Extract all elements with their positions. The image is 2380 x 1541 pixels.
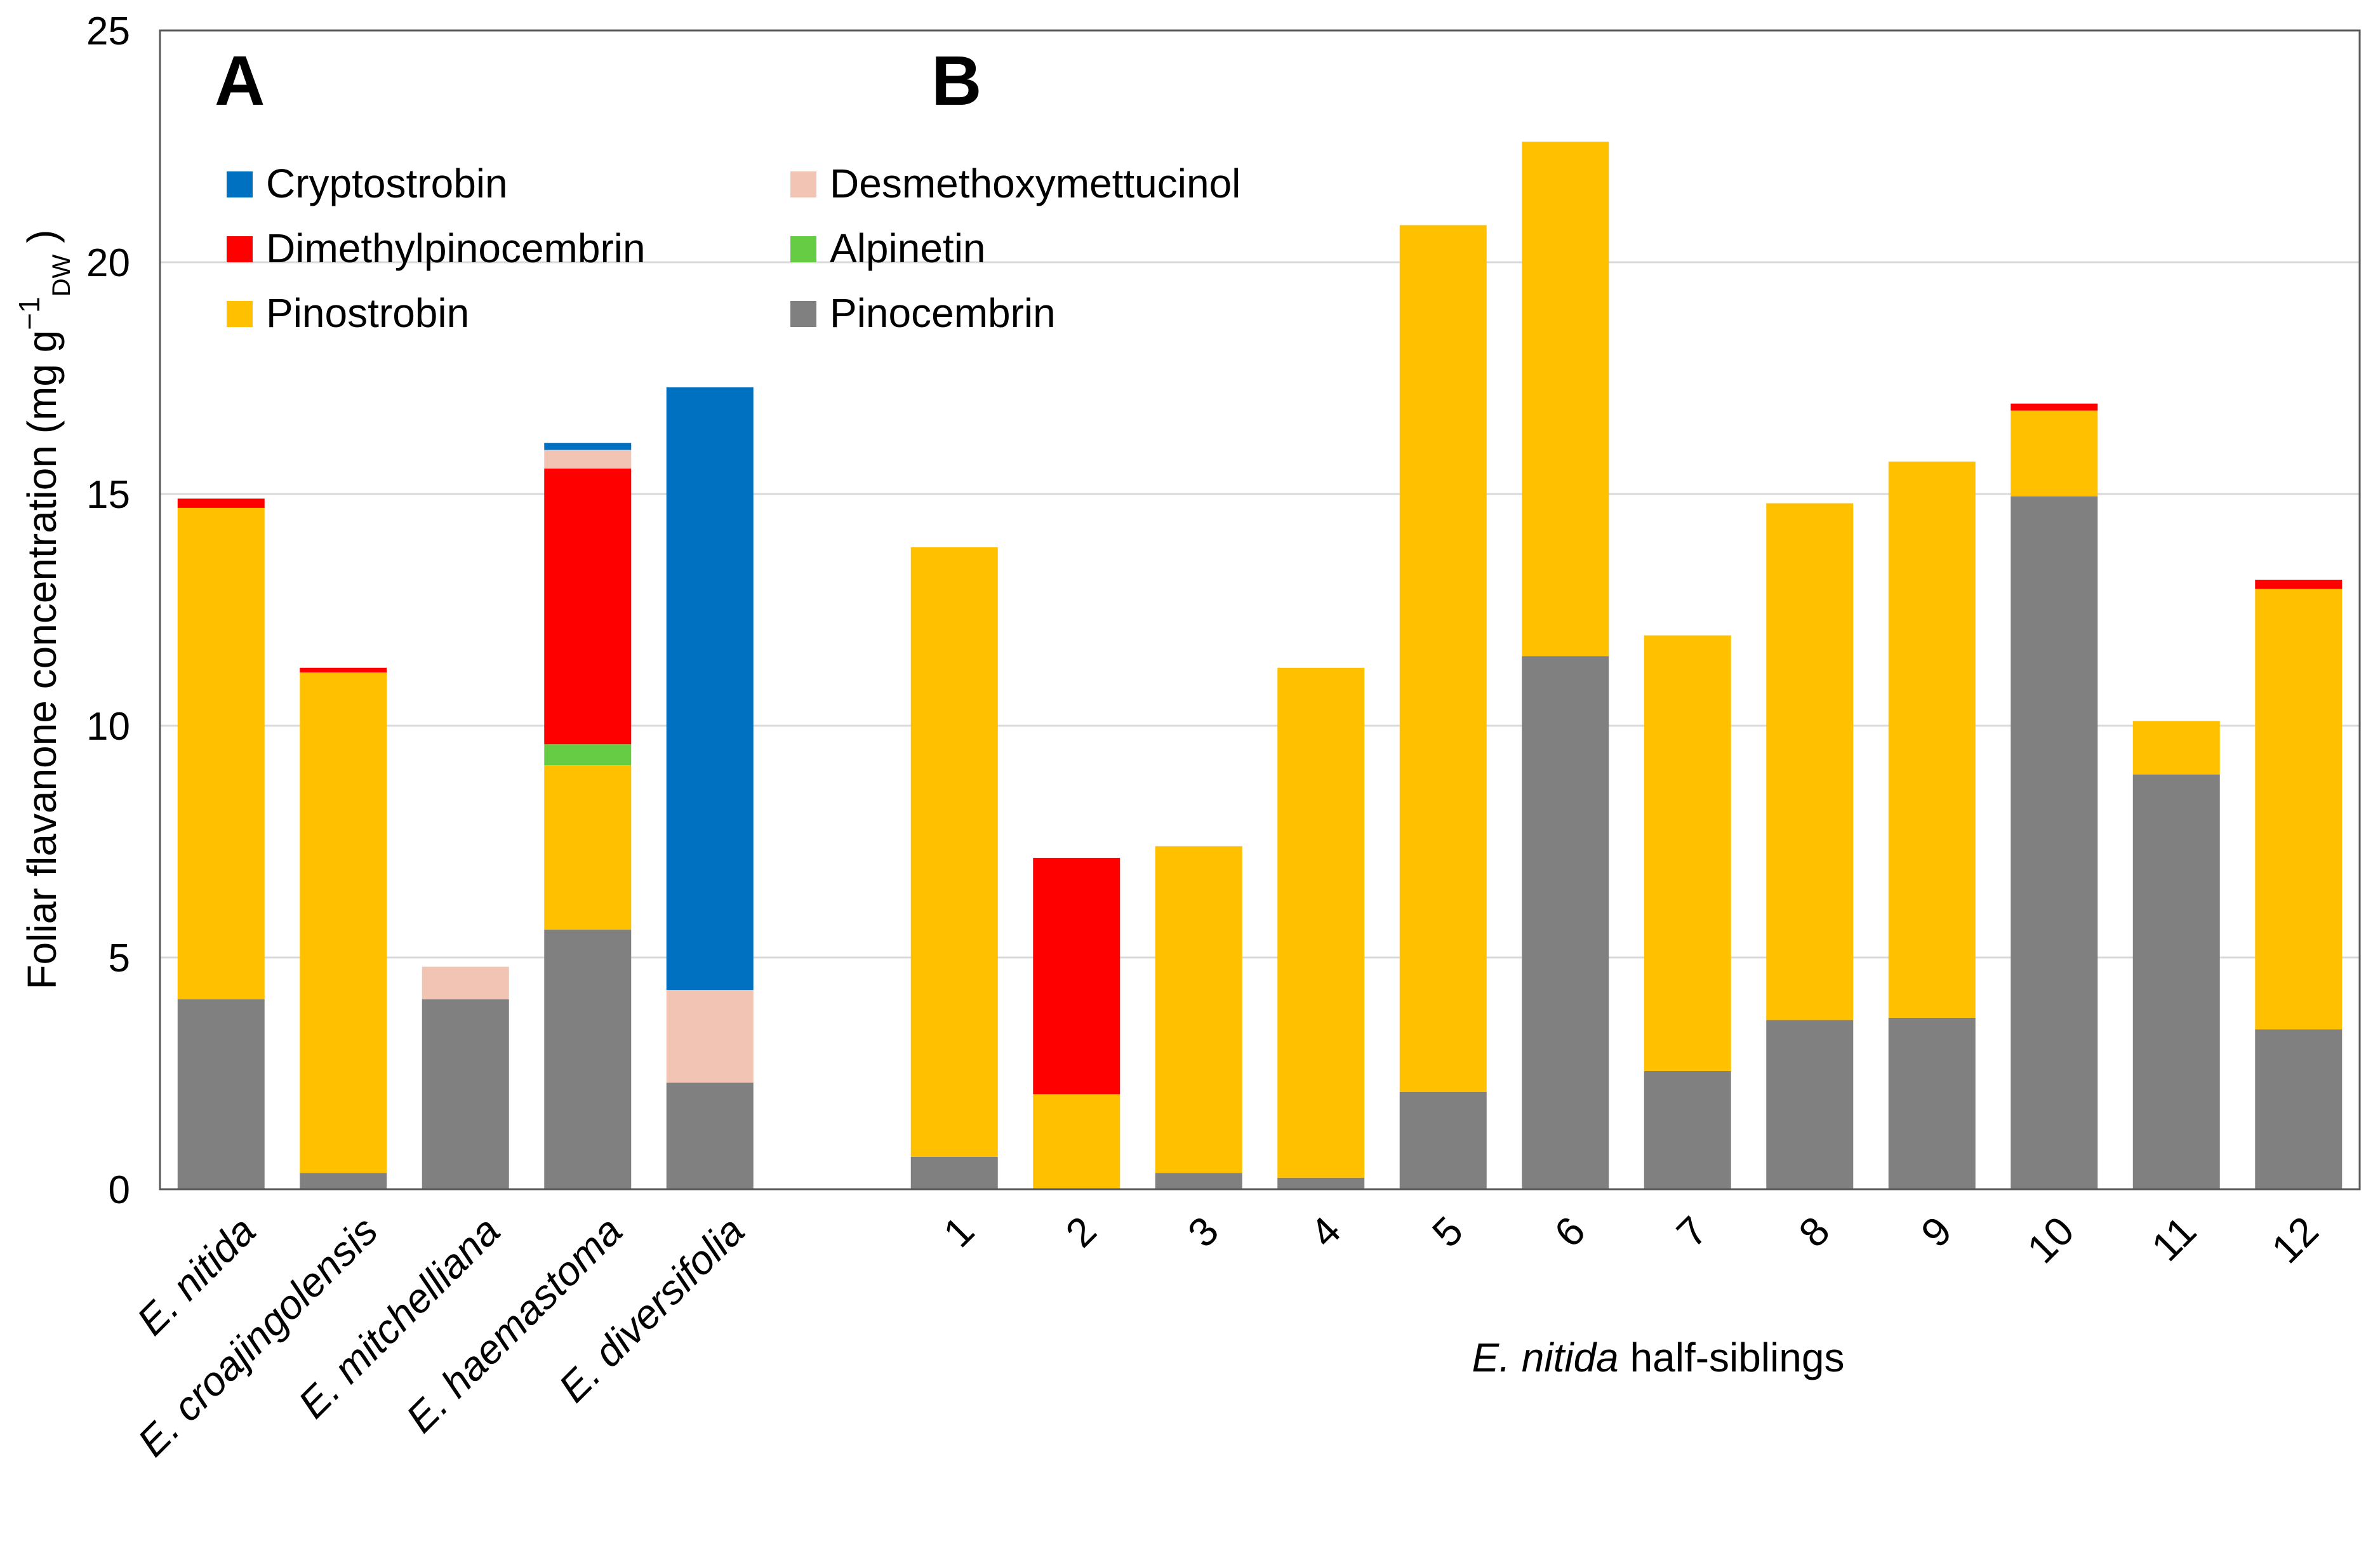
bar-12-pinocembrin — [2255, 1029, 2343, 1189]
bar-e-croajingolensis-dimethylpinocembrin — [300, 667, 387, 673]
legend-label-pinostrobin: Pinostrobin — [266, 290, 469, 336]
bar-e-nitida-pinostrobin — [177, 507, 265, 999]
bar-4-pinocembrin — [1277, 1177, 1365, 1189]
bar-1-pinostrobin — [910, 547, 998, 1157]
legend-swatch-cryptostrobin — [227, 171, 253, 197]
panel-label-b: B — [931, 42, 981, 120]
bars — [177, 142, 2343, 1189]
bar-e-mitchelliana-desmethoxymettucinol — [422, 966, 509, 999]
legend-swatch-dimethylpinocembrin — [227, 236, 253, 262]
x-tick-label-1: 1 — [934, 1208, 983, 1256]
bar-e-croajingolensis-pinocembrin — [300, 1173, 387, 1189]
bar-e-haemastoma-pinostrobin — [544, 765, 632, 930]
bar-11-pinostrobin — [2132, 721, 2220, 775]
bar-8-pinostrobin — [1766, 503, 1854, 1020]
bar-e-haemastoma-pinocembrin — [544, 930, 632, 1189]
legend-label-pinocembrin: Pinocembrin — [830, 290, 1056, 336]
bar-5-pinostrobin — [1399, 225, 1487, 1092]
bar-e-diversifolia-desmethoxymettucinol — [666, 990, 754, 1083]
plot-area-frame — [159, 29, 2361, 1191]
bar-e-haemastoma-cryptostrobin — [544, 443, 632, 450]
bar-e-diversifolia-cryptostrobin — [666, 387, 754, 991]
x-tick-label-3: 3 — [1179, 1208, 1227, 1256]
bar-7-pinocembrin — [1644, 1071, 1731, 1189]
bar-9-pinocembrin — [1888, 1017, 1976, 1189]
bar-2-pinostrobin — [1033, 1094, 1120, 1189]
x-tick-label-10: 10 — [2018, 1208, 2082, 1272]
y-axis-label: Foliar flavanone concentration (mg g−1DW… — [13, 230, 76, 990]
bar-3-pinocembrin — [1155, 1173, 1242, 1189]
y-axis-label-superscript: −1 — [13, 297, 46, 330]
bar-10-pinostrobin — [2011, 410, 2098, 497]
y-tick-label-10: 10 — [86, 705, 130, 749]
gridlines — [160, 261, 2360, 959]
legend-swatch-pinocembrin — [790, 301, 816, 327]
bar-8-pinocembrin — [1766, 1020, 1854, 1189]
bar-12-pinostrobin — [2255, 589, 2343, 1030]
x-tick-label-12: 12 — [2263, 1208, 2327, 1272]
bar-6-pinocembrin — [1522, 656, 1609, 1189]
x-tick-label-e-haemastoma: E. haemastoma — [397, 1208, 631, 1441]
y-tick-label-15: 15 — [86, 473, 130, 517]
x-axis-label-rest: half-siblings — [1619, 1335, 1845, 1380]
bar-5-pinocembrin — [1399, 1091, 1487, 1189]
x-tick-label-7: 7 — [1668, 1208, 1716, 1256]
bar-e-haemastoma-desmethoxymettucinol — [544, 450, 632, 469]
panel-label-a: A — [215, 42, 265, 120]
y-axis-ticks: 0 5 10 15 20 25 — [86, 10, 130, 1212]
bar-1-pinocembrin — [910, 1156, 998, 1189]
bar-e-haemastoma-alpinetin — [544, 744, 632, 766]
legend-label-dimethylpinocembrin: Dimethylpinocembrin — [266, 225, 646, 271]
bar-3-pinostrobin — [1155, 846, 1242, 1173]
y-axis-label-main: Foliar flavanone concentration (mg g — [19, 330, 65, 990]
bar-10-pinocembrin — [2011, 496, 2098, 1189]
y-axis-label-end: ) — [19, 230, 65, 255]
x-tick-label-4: 4 — [1301, 1208, 1350, 1256]
bar-9-pinostrobin — [1888, 461, 1976, 1018]
legend-swatch-desmethoxymettucinol — [790, 171, 816, 197]
bar-6-pinostrobin — [1522, 142, 1609, 657]
x-axis-label-b: E. nitida half-siblings — [1472, 1335, 1845, 1380]
y-tick-label-5: 5 — [109, 937, 130, 980]
y-tick-label-20: 20 — [86, 241, 130, 285]
legend: Cryptostrobin Desmethoxymettucinol Dimethy… — [227, 161, 1240, 336]
legend-label-alpinetin: Alpinetin — [830, 225, 986, 271]
bar-12-dimethylpinocembrin — [2255, 580, 2343, 589]
x-tick-label-11: 11 — [2143, 1208, 2205, 1270]
bar-e-croajingolensis-pinostrobin — [300, 672, 387, 1173]
bar-e-diversifolia-pinocembrin — [666, 1083, 754, 1189]
legend-swatch-alpinetin — [790, 236, 816, 262]
bar-4-pinostrobin — [1277, 667, 1365, 1178]
bar-2-dimethylpinocembrin — [1033, 858, 1120, 1095]
legend-label-desmethoxymettucinol: Desmethoxymettucinol — [830, 161, 1240, 206]
bar-e-nitida-pinocembrin — [177, 999, 265, 1189]
bar-10-dimethylpinocembrin — [2011, 403, 2098, 411]
x-tick-label-8: 8 — [1790, 1208, 1838, 1256]
bar-11-pinocembrin — [2132, 774, 2220, 1189]
x-tick-label-5: 5 — [1423, 1208, 1472, 1256]
x-tick-label-6: 6 — [1546, 1208, 1594, 1256]
legend-label-cryptostrobin: Cryptostrobin — [266, 161, 508, 206]
bar-e-nitida-dimethylpinocembrin — [177, 498, 265, 508]
x-axis-label-species: E. nitida — [1472, 1335, 1619, 1380]
y-tick-label-25: 25 — [86, 10, 130, 53]
bar-e-haemastoma-dimethylpinocembrin — [544, 468, 632, 745]
bar-7-pinostrobin — [1644, 635, 1731, 1071]
y-axis-label-subscript: DW — [48, 254, 76, 297]
x-tick-label-2: 2 — [1057, 1208, 1105, 1256]
x-tick-label-9: 9 — [1912, 1208, 1960, 1256]
y-tick-label-0: 0 — [109, 1168, 130, 1212]
legend-swatch-pinostrobin — [227, 301, 253, 327]
bar-e-mitchelliana-pinocembrin — [422, 999, 509, 1189]
